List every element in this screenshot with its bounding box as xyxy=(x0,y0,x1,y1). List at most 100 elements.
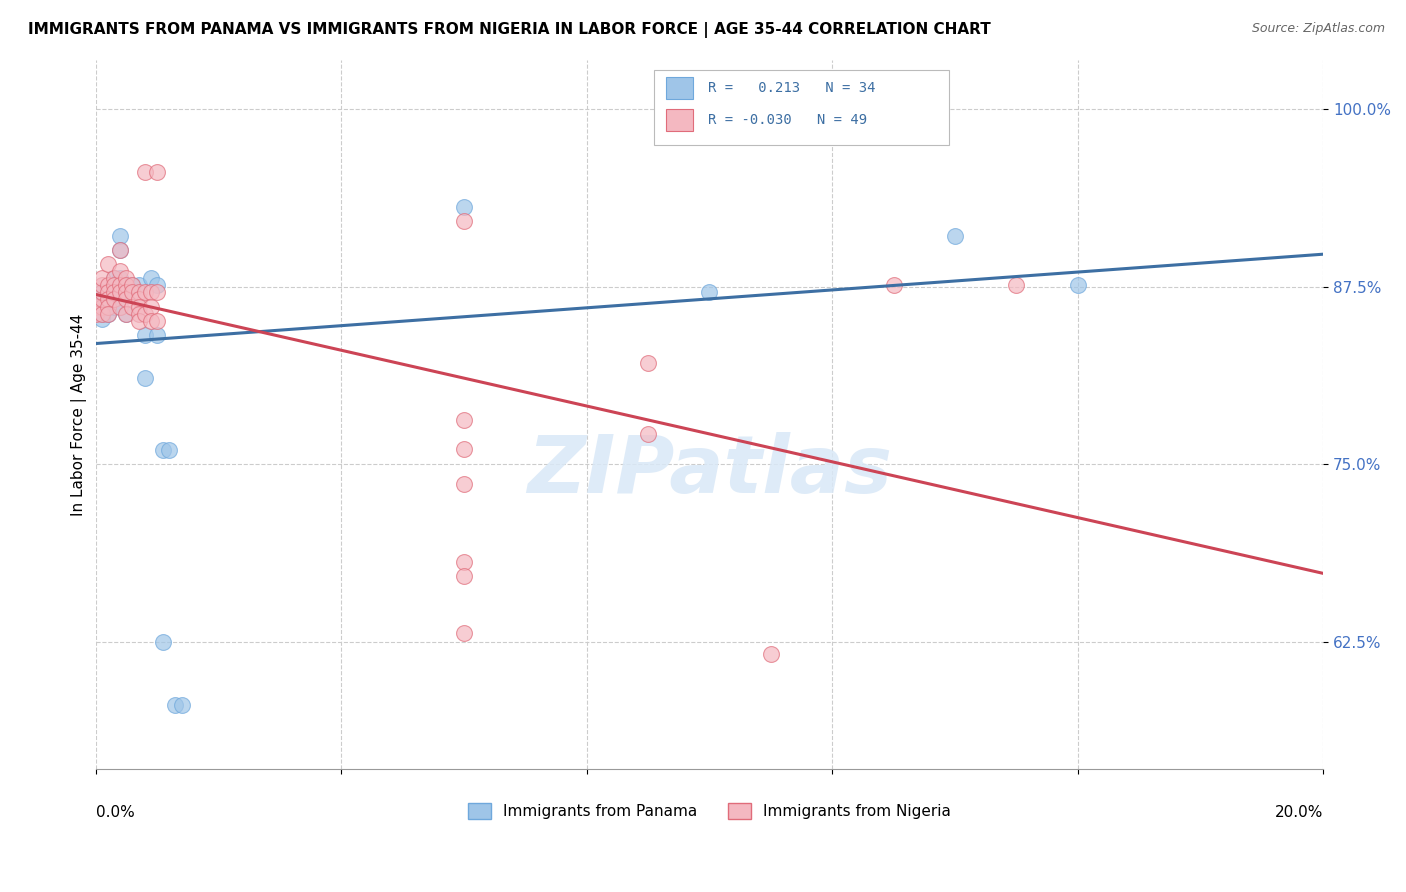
Point xyxy=(97,307,120,321)
Point xyxy=(165,698,187,713)
Text: R = -0.030   N = 49: R = -0.030 N = 49 xyxy=(709,113,868,127)
Point xyxy=(90,307,112,321)
Point xyxy=(152,442,174,457)
Point xyxy=(146,314,169,328)
Point xyxy=(121,300,143,314)
Point xyxy=(115,278,138,293)
Point xyxy=(115,307,138,321)
Y-axis label: In Labor Force | Age 35-44: In Labor Force | Age 35-44 xyxy=(72,313,87,516)
Point xyxy=(97,293,120,307)
Point xyxy=(103,271,125,285)
Point xyxy=(146,165,169,179)
Point xyxy=(453,555,475,569)
Point xyxy=(90,307,112,321)
Point xyxy=(103,285,125,300)
Point xyxy=(103,285,125,300)
Point xyxy=(637,427,659,442)
Point xyxy=(115,285,138,300)
Point xyxy=(134,370,156,384)
Text: 0.0%: 0.0% xyxy=(96,805,135,820)
Point xyxy=(121,278,143,293)
Point xyxy=(97,278,120,293)
Point xyxy=(453,626,475,640)
Point xyxy=(108,243,131,257)
Point xyxy=(943,228,966,243)
Point xyxy=(128,300,150,314)
Point xyxy=(146,328,169,343)
Point xyxy=(699,285,721,300)
Point xyxy=(90,278,112,293)
Point xyxy=(128,278,150,293)
Point xyxy=(759,648,782,662)
Point xyxy=(637,356,659,370)
Point xyxy=(103,271,125,285)
Point xyxy=(97,300,120,314)
Point xyxy=(146,285,169,300)
Text: Source: ZipAtlas.com: Source: ZipAtlas.com xyxy=(1251,22,1385,36)
Point xyxy=(90,285,112,300)
Point xyxy=(97,307,120,321)
Point xyxy=(170,698,193,713)
Point xyxy=(128,314,150,328)
Point xyxy=(108,264,131,278)
Point xyxy=(146,278,169,293)
Point xyxy=(1067,278,1090,293)
Point xyxy=(84,300,107,314)
Point xyxy=(108,285,131,300)
Point xyxy=(128,307,150,321)
Point xyxy=(90,312,112,326)
Point xyxy=(453,477,475,491)
Point xyxy=(108,243,131,257)
Text: ZIPatlas: ZIPatlas xyxy=(527,433,891,510)
Point xyxy=(128,285,150,300)
Point xyxy=(97,293,120,307)
Point xyxy=(97,300,120,314)
Point xyxy=(103,278,125,293)
Point xyxy=(90,285,112,300)
Point xyxy=(90,271,112,285)
Text: 20.0%: 20.0% xyxy=(1275,805,1323,820)
Point xyxy=(453,413,475,427)
Point xyxy=(157,442,180,457)
Point xyxy=(108,300,131,314)
Point xyxy=(453,214,475,228)
FancyBboxPatch shape xyxy=(654,70,949,145)
Point xyxy=(103,278,125,293)
Point xyxy=(103,293,125,307)
Text: R =   0.213   N = 34: R = 0.213 N = 34 xyxy=(709,81,876,95)
Point xyxy=(115,285,138,300)
FancyBboxPatch shape xyxy=(666,78,693,99)
Point xyxy=(115,307,138,321)
Point xyxy=(134,328,156,343)
Text: IMMIGRANTS FROM PANAMA VS IMMIGRANTS FROM NIGERIA IN LABOR FORCE | AGE 35-44 COR: IMMIGRANTS FROM PANAMA VS IMMIGRANTS FRO… xyxy=(28,22,991,38)
Point xyxy=(103,300,125,314)
Point xyxy=(108,300,131,314)
Point xyxy=(883,278,905,293)
FancyBboxPatch shape xyxy=(666,110,693,130)
Point xyxy=(115,271,138,285)
Point xyxy=(453,442,475,456)
Point xyxy=(121,278,143,293)
Point xyxy=(139,285,162,300)
Point xyxy=(121,285,143,300)
Point xyxy=(139,314,162,328)
Point xyxy=(453,200,475,214)
Point xyxy=(128,293,150,307)
Point xyxy=(97,300,120,314)
Point xyxy=(90,293,112,307)
Point xyxy=(453,569,475,583)
Point xyxy=(134,307,156,321)
Point xyxy=(139,271,162,285)
Point xyxy=(108,271,131,285)
Point xyxy=(108,278,131,293)
Point xyxy=(115,293,138,307)
Point xyxy=(84,307,107,321)
Point xyxy=(1005,278,1028,293)
Point xyxy=(108,285,131,300)
Point xyxy=(84,298,107,312)
Point xyxy=(139,300,162,314)
Legend: Immigrants from Panama, Immigrants from Nigeria: Immigrants from Panama, Immigrants from … xyxy=(461,797,957,825)
Point xyxy=(90,300,112,314)
Point xyxy=(134,165,156,179)
Point xyxy=(134,285,156,300)
